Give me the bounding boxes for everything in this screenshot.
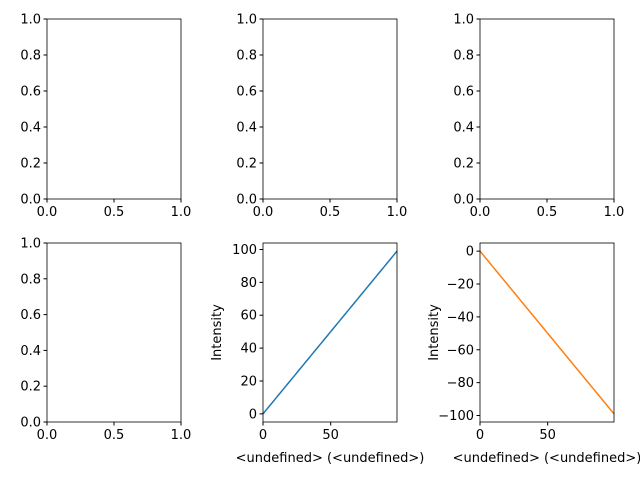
y-tick-label: 1.0 — [20, 13, 41, 28]
x-tick-label: 0 — [259, 428, 267, 443]
y-tick-label: 0.0 — [20, 416, 41, 431]
y-tick-label: 0 — [249, 407, 257, 422]
y-tick-label: 0.2 — [20, 157, 41, 172]
x-axis-label: <undefined> (<undefined>) — [453, 451, 640, 466]
y-tick-label: 1.0 — [236, 13, 257, 28]
y-tick-label: 0.6 — [20, 85, 41, 100]
x-tick-label: 1.0 — [171, 428, 192, 443]
line-series — [479, 250, 615, 415]
axes-frame — [46, 18, 182, 200]
y-tick-label: 0.4 — [236, 121, 257, 136]
x-tick-label: 50 — [322, 428, 339, 443]
axes-frame — [479, 242, 615, 423]
y-tick-label: −40 — [447, 310, 474, 325]
x-tick-label: 50 — [539, 428, 556, 443]
y-tick-label: 0.2 — [453, 157, 474, 172]
y-tick-label: 0.6 — [236, 85, 257, 100]
y-tick-label: 0.6 — [20, 308, 41, 323]
axes-frame — [46, 242, 182, 423]
y-tick-label: 0.4 — [20, 344, 41, 359]
x-tick-label: 1.0 — [171, 205, 192, 220]
y-tick-label: 0.4 — [453, 121, 474, 136]
y-tick-label: 0.8 — [20, 49, 41, 64]
axes-frame — [262, 18, 398, 200]
y-tick-label: 0.6 — [453, 85, 474, 100]
y-tick-label: −60 — [447, 343, 474, 358]
y-tick-label: 0.2 — [20, 380, 41, 395]
y-tick-label: 0.4 — [20, 121, 41, 136]
x-tick-label: 0.5 — [320, 205, 341, 220]
y-tick-label: 40 — [240, 342, 257, 357]
x-tick-label: 0.0 — [253, 205, 274, 220]
y-tick-label: 0.0 — [453, 193, 474, 208]
y-tick-label: −100 — [438, 409, 474, 424]
x-tick-label: 0.5 — [104, 428, 125, 443]
y-tick-label: 20 — [240, 374, 257, 389]
y-tick-label: 60 — [240, 309, 257, 324]
x-tick-label: 1.0 — [387, 205, 408, 220]
x-tick-label: 0.0 — [37, 428, 58, 443]
y-tick-label: −20 — [447, 278, 474, 293]
line-series — [262, 250, 398, 415]
x-tick-label: 1.0 — [604, 205, 625, 220]
y-axis-label: Intensity — [427, 304, 442, 361]
y-tick-label: 100 — [232, 243, 257, 258]
y-tick-label: 1.0 — [453, 13, 474, 28]
y-tick-label: 0.0 — [236, 193, 257, 208]
y-tick-label: 0.2 — [236, 157, 257, 172]
axes-frame — [479, 18, 615, 200]
x-tick-label: 0 — [476, 428, 484, 443]
y-tick-label: 0.0 — [20, 193, 41, 208]
y-tick-label: −80 — [447, 376, 474, 391]
y-tick-label: 0.8 — [20, 272, 41, 287]
y-tick-label: 80 — [240, 276, 257, 291]
x-tick-label: 0.5 — [537, 205, 558, 220]
x-tick-label: 0.5 — [104, 205, 125, 220]
y-tick-label: 0 — [466, 245, 474, 260]
y-tick-label: 0.8 — [236, 49, 257, 64]
x-tick-label: 0.0 — [470, 205, 491, 220]
axes-frame — [262, 242, 398, 423]
y-axis-label: Intensity — [210, 304, 225, 361]
x-axis-label: <undefined> (<undefined>) — [236, 451, 425, 466]
y-tick-label: 1.0 — [20, 237, 41, 252]
y-tick-label: 0.8 — [453, 49, 474, 64]
x-tick-label: 0.0 — [37, 205, 58, 220]
